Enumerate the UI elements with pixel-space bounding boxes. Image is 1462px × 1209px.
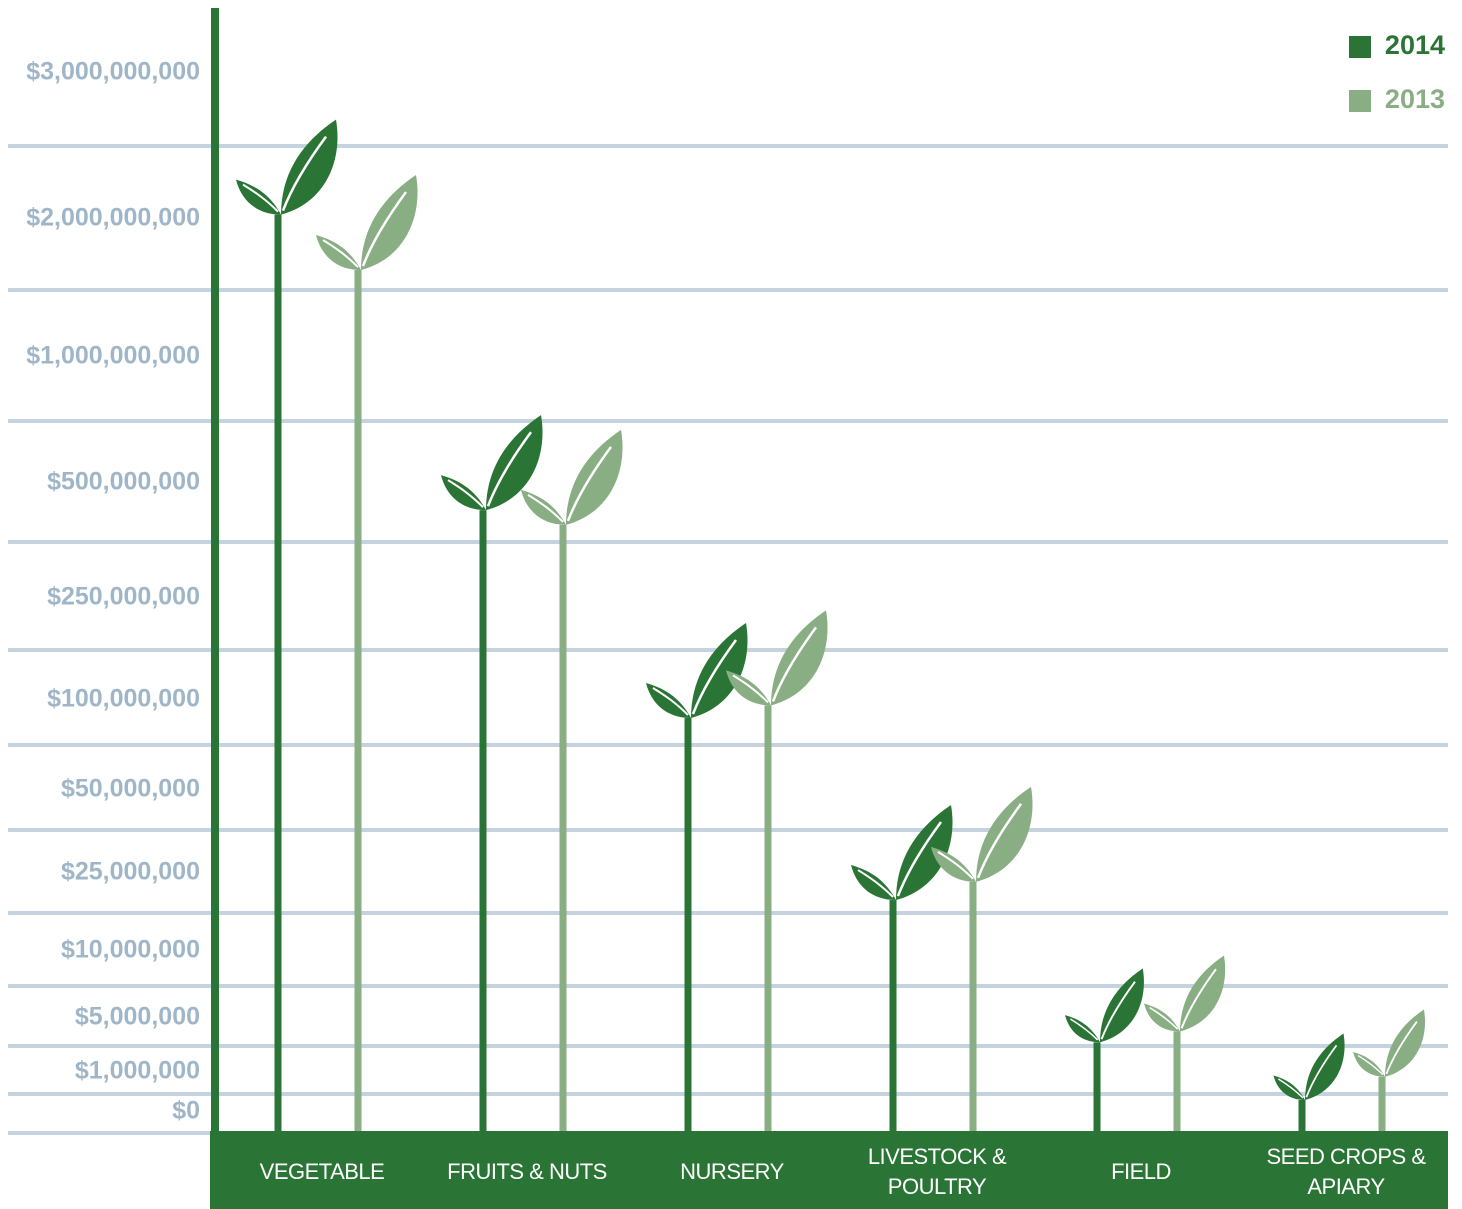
y-tick-label: $5,000,000 [75, 1003, 200, 1031]
leaf-vein [652, 687, 689, 716]
leaf [726, 610, 828, 706]
y-tick-label: $25,000,000 [61, 858, 200, 886]
leaf-vein [1305, 1044, 1338, 1098]
y-tick-label: $1,000,000,000 [26, 342, 200, 370]
leaf-vein [896, 821, 943, 897]
y-tick-label: $0 [172, 1097, 200, 1125]
stem [479, 510, 487, 1131]
x-tick-label: SEED CROPS & APIARY [1266, 1144, 1426, 1199]
y-axis [211, 8, 219, 1209]
leaf [1144, 955, 1226, 1032]
x-tick-label: LIVESTOCK & POULTRY [867, 1144, 1007, 1199]
leaf-vein [242, 183, 279, 213]
legend-swatch [1349, 36, 1371, 58]
leaf-vein [1180, 968, 1217, 1029]
stem [354, 270, 362, 1131]
stem [889, 900, 897, 1131]
stem [684, 718, 692, 1131]
x-tick-label: FIELD [1111, 1159, 1171, 1184]
leaf [316, 175, 418, 271]
leaf-vein [1385, 1021, 1418, 1075]
leaf-vein [361, 191, 408, 267]
leaf-vein [447, 479, 484, 508]
leaf-vein [1278, 1078, 1304, 1099]
leaf [1353, 1009, 1426, 1077]
x-tick-label: NURSERY [680, 1159, 784, 1184]
leaf-big [976, 786, 1033, 882]
leaf-big [281, 119, 338, 215]
stem [1173, 1031, 1181, 1131]
legend-label: 2014 [1385, 30, 1445, 60]
leaf-vein [976, 803, 1023, 879]
leaf [1065, 968, 1144, 1043]
leaf-big [771, 610, 828, 706]
y-tick-label: $3,000,000,000 [26, 58, 200, 86]
y-tick-label: $1,000,000 [75, 1057, 200, 1085]
leaf-vein [857, 869, 894, 898]
stem [1093, 1042, 1101, 1131]
leaf-vein [732, 674, 769, 704]
stem [1298, 1100, 1306, 1131]
leaf-vein [771, 626, 818, 702]
legend-label: 2013 [1385, 84, 1445, 114]
leaf-vein [691, 639, 738, 715]
leaf-big [691, 623, 748, 718]
leaf [931, 786, 1033, 882]
stem [764, 705, 772, 1131]
stem [274, 214, 282, 1131]
leaf-big [486, 415, 543, 511]
leaf-vein [322, 239, 359, 268]
leaf-vein [486, 431, 533, 507]
leaf-big [566, 429, 623, 525]
stem [969, 881, 977, 1131]
y-tick-label: $2,000,000,000 [26, 204, 200, 232]
x-tick-label: VEGETABLE [259, 1159, 385, 1184]
y-tick-label: $10,000,000 [61, 936, 200, 964]
leaf-big [1385, 1009, 1426, 1077]
leaf-big [1305, 1033, 1345, 1100]
leaf-big [896, 805, 953, 901]
leaf-vein [281, 135, 328, 212]
leaf-big [1100, 968, 1144, 1043]
leaf-big [1180, 955, 1226, 1032]
leaf-vein [1100, 981, 1136, 1040]
leaf-vein [937, 850, 974, 880]
leaf-big [361, 175, 418, 271]
stem [559, 524, 567, 1131]
leaf-vein [566, 446, 613, 522]
y-tick-label: $100,000,000 [47, 685, 200, 713]
leaf [521, 429, 623, 525]
leaf [646, 623, 748, 718]
x-tick-label: FRUITS & NUTS [447, 1159, 607, 1184]
leaf [441, 415, 543, 511]
leaf [851, 805, 953, 901]
leaf [1273, 1033, 1345, 1100]
y-tick-label: $50,000,000 [61, 775, 200, 803]
category-band [210, 1131, 1448, 1209]
y-tick-label: $500,000,000 [47, 468, 200, 496]
leaf-vein [1357, 1054, 1384, 1076]
legend-swatch [1349, 90, 1371, 112]
leaf [236, 119, 338, 215]
y-tick-label: $250,000,000 [47, 583, 200, 611]
leaf-vein [1149, 1006, 1179, 1030]
leaf-vein [1070, 1018, 1099, 1041]
stem [1378, 1076, 1386, 1131]
leaf-vein [527, 494, 564, 523]
